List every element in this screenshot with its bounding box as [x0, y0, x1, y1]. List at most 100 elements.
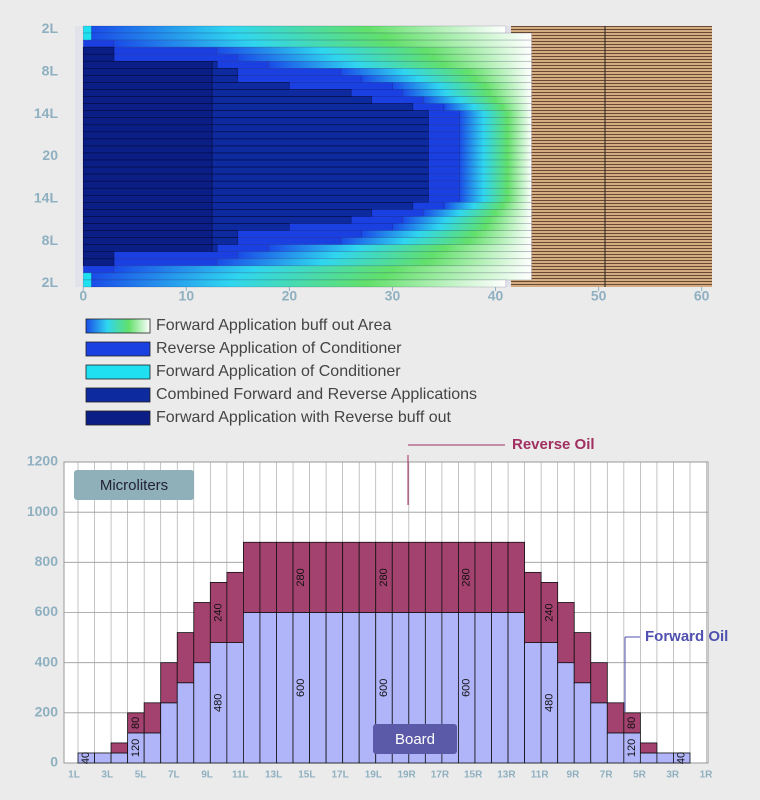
bar-segment	[428, 145, 460, 154]
bar-segment	[340, 68, 532, 76]
legend-swatch	[85, 410, 151, 426]
bar-segment	[309, 612, 327, 764]
bar-segment	[428, 138, 460, 147]
bar-segment	[94, 752, 112, 764]
bar-segment	[524, 642, 542, 764]
bar-segment	[289, 223, 393, 231]
x-tick-label: 15R	[464, 770, 483, 781]
value-label: 600	[461, 679, 473, 697]
bar-segment	[82, 131, 213, 140]
value-label: 80	[130, 717, 142, 729]
bar-segment	[82, 124, 213, 133]
bar-segment	[211, 194, 429, 203]
bar-segment	[237, 251, 532, 260]
y-tick-label: 20	[42, 147, 58, 163]
y-tick-label: 8L	[42, 63, 59, 79]
bar-segment	[211, 138, 429, 147]
bar-segment	[176, 682, 195, 764]
x-tick-label: 1L	[68, 770, 80, 781]
bar-segment	[237, 68, 342, 76]
bar-segment	[259, 612, 277, 764]
bar-segment	[82, 159, 213, 168]
bar-segment	[82, 53, 115, 62]
bar-segment	[82, 60, 213, 69]
bar-segment	[491, 541, 509, 613]
bar-segment	[412, 202, 445, 210]
bar-segment	[176, 632, 195, 684]
bar-segment	[216, 244, 270, 253]
bar-segment	[82, 152, 213, 161]
legend-label: Reverse Application of Conditioner	[156, 340, 402, 357]
bar-segment	[507, 541, 525, 613]
legend-label: Forward Application of Conditioner	[156, 363, 401, 380]
bar-segment	[91, 32, 532, 41]
bar-segment	[491, 612, 509, 764]
bar-segment	[113, 258, 218, 267]
bar-segment	[82, 110, 213, 119]
y-tick-label: 200	[35, 704, 59, 720]
y-tick-label: 400	[35, 653, 59, 669]
x-tick-label: 3R	[666, 770, 680, 781]
bar-segment	[211, 124, 429, 133]
x-tick-label: 3L	[101, 770, 113, 781]
legend-swatch	[85, 341, 151, 357]
x-tick-label: 30	[385, 288, 401, 304]
bar-segment	[590, 702, 608, 764]
bar-segment	[193, 662, 211, 764]
bar-segment	[211, 96, 373, 104]
y-tick-label: 14L	[34, 105, 59, 121]
bar-segment	[342, 612, 360, 764]
bar-segment	[276, 612, 294, 764]
y-tick-label: 8L	[42, 232, 59, 248]
bar-segment	[82, 194, 213, 203]
bar-segment	[402, 89, 532, 97]
x-tick-label: 11R	[531, 770, 550, 781]
bar-segment	[82, 223, 213, 231]
bar-segment	[113, 53, 239, 62]
bar-segment	[392, 223, 532, 231]
bar-segment	[237, 75, 362, 83]
value-label: 600	[378, 679, 390, 697]
bar-segment	[428, 166, 460, 175]
bar-segment	[91, 279, 507, 288]
bar-segment	[459, 131, 532, 140]
bar-segment	[524, 571, 542, 643]
bar-segment	[371, 96, 424, 104]
bar-segment	[557, 602, 575, 664]
bar-segment	[113, 46, 218, 55]
value-label: 240	[543, 603, 555, 621]
x-tick-label: 50	[591, 288, 607, 304]
bar-segment	[211, 223, 290, 231]
bar-segment	[371, 209, 424, 217]
bar-segment	[639, 742, 658, 754]
bar-segment	[474, 612, 492, 764]
bar-segment	[428, 159, 460, 168]
bar-segment	[459, 159, 532, 168]
value-label: 600	[295, 679, 307, 697]
legend-label: Combined Forward and Reverse Application…	[156, 386, 477, 403]
bar-segment	[459, 194, 532, 203]
x-tick-label: 10	[179, 288, 195, 304]
x-tick-label: 11L	[232, 770, 249, 781]
bar-segment	[82, 237, 213, 245]
legend-swatch	[85, 364, 151, 380]
bar-segment	[82, 32, 92, 41]
x-tick-label: 17R	[431, 770, 450, 781]
bar-segment	[211, 244, 218, 253]
bar-segment	[211, 89, 352, 97]
legend-label: Forward Application with Reverse buff ou…	[156, 409, 452, 426]
value-label: 280	[295, 568, 307, 586]
bar-segment	[606, 732, 625, 764]
bar-segment	[361, 75, 532, 83]
bar-segment	[391, 541, 410, 613]
bar-segment	[82, 216, 213, 224]
bar-segment	[82, 75, 213, 83]
bar-segment	[342, 541, 360, 613]
value-label: 40	[676, 752, 688, 764]
bar-segment	[428, 180, 460, 189]
bar-segment	[459, 166, 532, 175]
bar-segment	[428, 194, 460, 203]
bar-segment	[113, 39, 532, 48]
x-tick-label: 7L	[168, 770, 180, 781]
bar-segment	[82, 117, 213, 126]
